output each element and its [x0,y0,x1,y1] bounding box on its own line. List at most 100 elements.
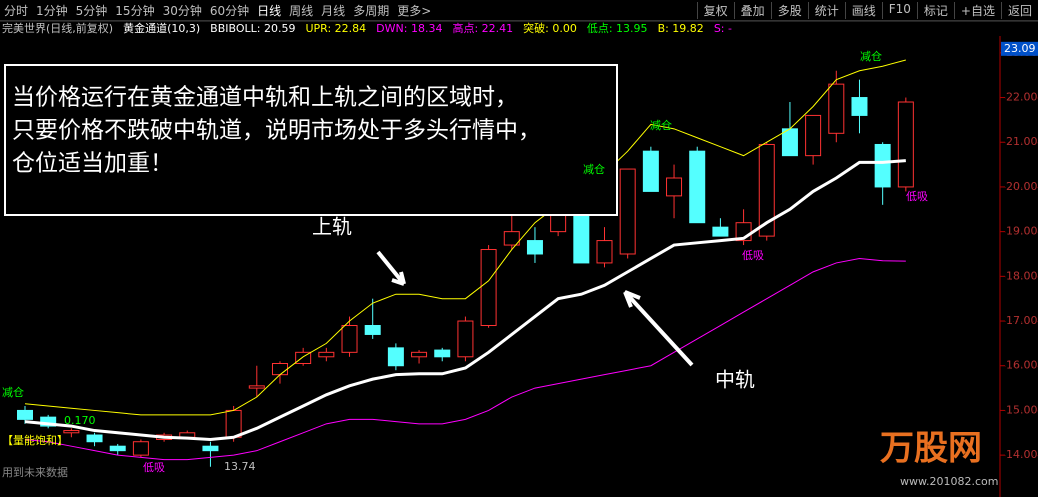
candle-body [457,320,474,358]
candle-body [619,168,636,255]
sep [0,21,1038,22]
info-item: DWN: 18.34 [376,22,442,35]
info-item: 高点: 22.41 [452,21,513,35]
arrow [376,250,406,286]
signal: 减仓 [650,118,672,132]
info-item: B: 19.82 [658,22,704,35]
y-tick-label: 18.00 [1006,269,1038,282]
note-line: 当价格运行在黄金通道中轨和上轨之间的区域时， [12,85,518,111]
candle-body [225,409,242,438]
y-tick-label: 21.00 [1006,135,1038,148]
button[interactable]: 多股 [770,1,808,19]
info-item: BBIBOLL: 20.59 [210,22,295,35]
ratio: 0.170 [64,414,96,427]
tab[interactable]: 1分钟 [36,3,68,18]
arrow [623,290,694,367]
candle-body [689,150,706,224]
candle-body [132,441,149,456]
candle-body [248,385,265,389]
candle-body [712,226,729,237]
tab[interactable]: 5分钟 [75,3,108,18]
candle-body [411,351,428,358]
note-box [4,64,618,216]
candle-body [295,351,312,365]
candle-body [387,347,404,367]
candle-body [666,177,683,197]
y-tick-label: 19.00 [1006,225,1038,238]
button[interactable]: 叠加 [733,1,771,19]
note-line: 只要价格不跌破中轨道，说明市场处于多头行情中， [12,118,541,144]
candle-body [480,249,497,327]
candle-body [828,83,845,134]
signal: 减仓 [2,385,24,399]
candle-body [550,213,567,233]
candle-body [202,445,219,452]
site: www.201082.com [900,475,998,488]
button[interactable]: 统计 [807,1,845,19]
band-line [24,257,906,461]
button[interactable]: +自选 [953,1,1001,19]
tab[interactable]: 分时 [4,3,29,18]
upper-label: 上轨 [312,215,352,239]
tab[interactable]: 15分钟 [115,3,155,18]
info-item: UPR: 22.84 [305,22,366,35]
button[interactable]: 标记 [916,1,954,19]
button[interactable]: 返回 [1000,1,1038,19]
future-tag: 用到未来数据 [2,465,68,479]
y-tick-label: 22.00 [1006,91,1038,104]
button[interactable]: F10 [881,1,917,19]
signal: 减仓 [860,49,882,63]
note-line: 仓位适当加重！ [12,151,173,177]
candle-body [109,445,126,452]
button[interactable]: 复权 [696,1,734,19]
tab[interactable]: 月线 [321,3,346,18]
tab[interactable]: 多周期 [353,3,390,18]
toolbar: 分时 1分钟 5分钟 15分钟 30分钟 60分钟 日线 周线 月线 多周期 更多> 复权 叠加 多股 统计… [0,0,1038,21]
tab[interactable]: 60分钟 [209,3,250,18]
candle-body [897,101,914,188]
candle-body [526,240,543,255]
candle-body [874,143,891,188]
candle-body [63,430,80,434]
tab[interactable]: 日线 [257,3,282,18]
price-tag-label: 23.09 [1004,42,1036,55]
low-value: 13.74 [224,460,256,473]
info-item: 低点: 13.95 [587,22,648,35]
info-item: 突破: 0.00 [523,21,577,35]
tabs: 分时 1分钟 5分钟 15分钟 30分钟 60分钟 日线 周线 月线 多周期 更多> [0,2,435,19]
candle-body [271,363,288,376]
candle-body [851,97,868,116]
buttons: 复权 叠加 多股 统计 画线 F10 标记 +自选 返回 [696,1,1038,19]
candle-body [805,114,822,157]
candle-body [503,231,520,246]
candle-body [781,128,798,157]
tab[interactable]: 周线 [289,3,314,18]
candle-body [86,434,103,443]
candle-body [642,150,659,192]
candle-body [40,416,57,427]
info-item: S: - [714,22,732,35]
candle-body [434,349,451,358]
y-tick-label: 15.00 [1006,403,1038,416]
y-tick-label: 16.00 [1006,359,1038,372]
tab[interactable]: 更多> [397,3,432,18]
band-line [24,159,906,441]
y-tick-label: 17.00 [1006,314,1038,327]
candle-body [758,143,775,237]
button[interactable]: 画线 [844,1,882,19]
candle-body [596,240,613,264]
volume-tag: 【量能饱和】 [2,433,68,447]
candle-body [318,351,335,358]
signal: 减仓 [583,162,605,176]
band-line [24,59,906,416]
candle-body [341,325,358,353]
middle-label: 中轨 [715,368,755,392]
signal: 低吸 [906,190,928,203]
logo: 万股网 [880,429,982,469]
tab[interactable]: 30分钟 [162,3,202,18]
info-item: 完美世界(日线,前复权) [2,21,113,35]
y-tick-label: 14.00 [1006,448,1038,461]
candle-body [17,409,33,420]
